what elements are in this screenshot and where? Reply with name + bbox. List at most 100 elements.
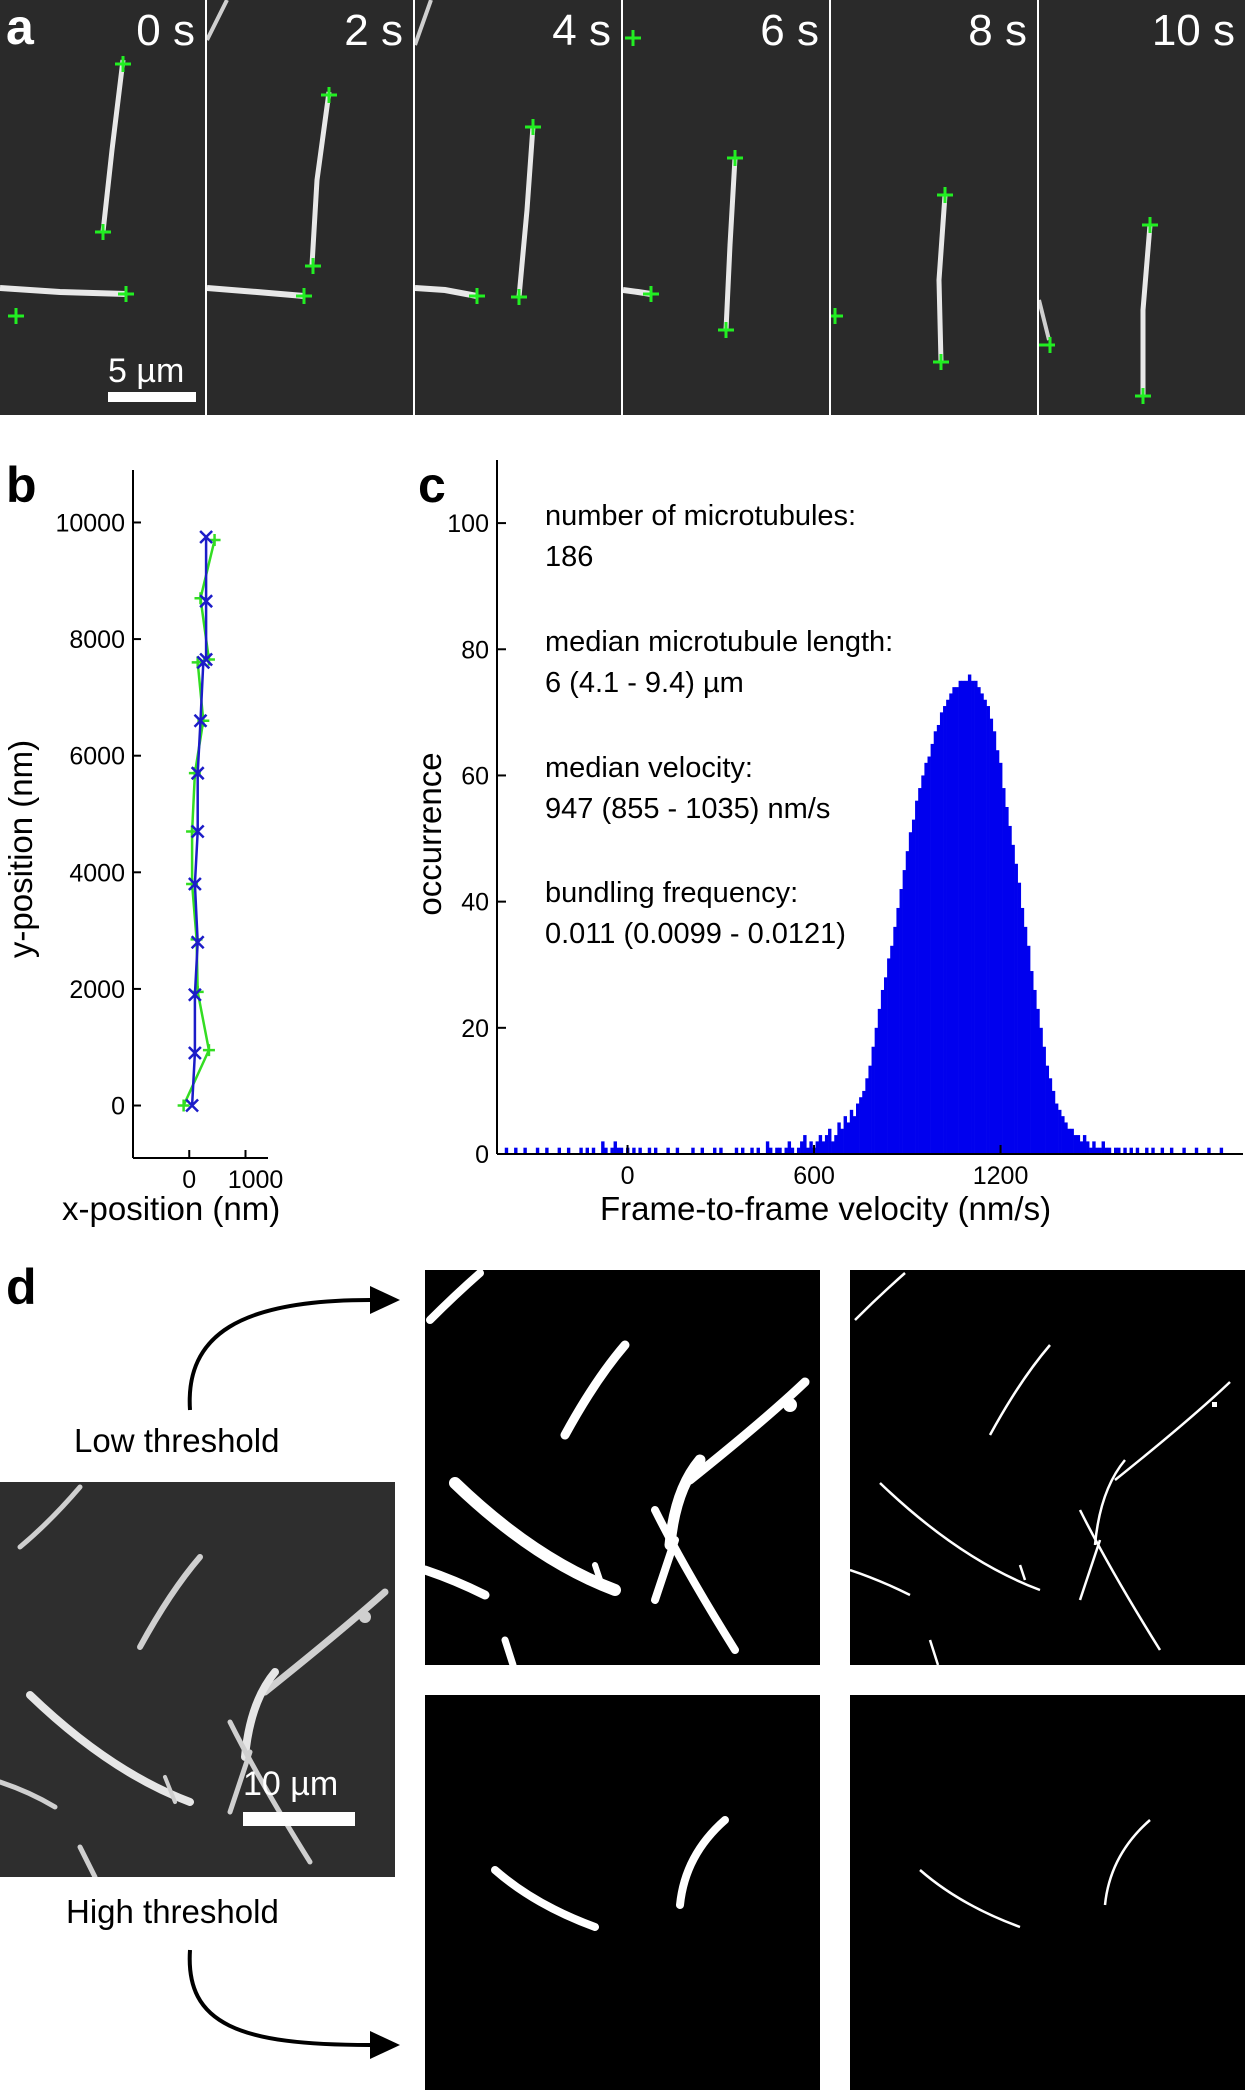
y-tick-label: 6000 — [69, 743, 125, 771]
histogram-bar — [989, 718, 994, 1154]
histogram-bar — [1042, 1046, 1046, 1154]
x-tick-label: 1200 — [973, 1162, 1029, 1190]
histogram-bar — [1194, 1147, 1199, 1154]
histogram-bar — [899, 889, 903, 1154]
histogram-bar — [999, 762, 1003, 1154]
histogram-bar — [619, 1147, 624, 1154]
histogram-bar — [849, 1109, 854, 1154]
stat-bundling-label: bundling frequency: — [545, 877, 799, 909]
histogram-bar — [874, 1027, 879, 1154]
histogram-bar — [868, 1065, 872, 1154]
histogram-bar — [964, 680, 969, 1154]
histogram-bar — [946, 699, 950, 1154]
y-tick-label: 2000 — [69, 976, 125, 1004]
histogram-bar — [1064, 1122, 1068, 1154]
histogram-bar — [943, 706, 947, 1154]
y-tick-label: 60 — [461, 762, 489, 790]
histogram-bar — [734, 1147, 739, 1154]
histogram-bar — [824, 1135, 829, 1154]
histogram-bar — [986, 706, 990, 1154]
x-tick-label: 0 — [182, 1166, 196, 1194]
histogram-bar — [927, 756, 931, 1154]
frame-2s: 2 s — [207, 0, 413, 415]
histogram-bar — [1076, 1135, 1081, 1154]
histogram-bar — [936, 724, 941, 1154]
chart-b-ylabel: y-position (nm) — [2, 739, 39, 959]
trajectory-line-1 — [182, 539, 216, 1107]
histogram-bar — [1098, 1147, 1102, 1154]
histogram-bar — [591, 1147, 596, 1154]
histogram-bar — [865, 1078, 869, 1154]
raw-microtubule-image: 10 µm — [0, 1482, 395, 1877]
histogram-bar — [1129, 1147, 1133, 1154]
histogram-bar — [921, 775, 925, 1154]
histogram-bar — [918, 788, 922, 1154]
histogram-bar — [846, 1122, 851, 1154]
histogram-bar — [778, 1147, 782, 1154]
histogram-bar — [852, 1116, 857, 1154]
scale-bar-label: 5 µm — [108, 352, 185, 390]
histogram-bar — [859, 1097, 863, 1154]
histogram-bar — [995, 750, 1000, 1154]
histogram-bar — [545, 1147, 549, 1154]
stat-length-label: median microtubule length: — [545, 626, 894, 658]
histogram-bar — [616, 1147, 621, 1154]
histogram-bar — [834, 1135, 838, 1154]
frame-time-label: 0 s — [136, 6, 195, 55]
histogram-bar — [980, 693, 984, 1154]
stat-microtubule-count-value: 186 — [545, 541, 594, 573]
microtubule-image — [0, 56, 134, 324]
histogram-bar — [1086, 1141, 1090, 1154]
histogram-bar — [821, 1141, 826, 1154]
histogram-bar — [613, 1141, 617, 1154]
histogram-bar — [1045, 1065, 1050, 1154]
trajectory-point — [185, 1098, 199, 1113]
histogram-bar — [610, 1147, 614, 1154]
histogram-bar — [1182, 1147, 1186, 1154]
histogram-bar — [1219, 1147, 1224, 1154]
microtubule-image — [207, 0, 337, 304]
trajectory-point — [199, 594, 214, 609]
histogram-bar — [961, 680, 966, 1154]
histogram-bar — [784, 1147, 788, 1154]
histogram-bar — [915, 800, 919, 1154]
high-threshold-label: High threshold — [66, 1893, 279, 1930]
histogram-bar — [803, 1135, 807, 1154]
histogram-bar — [1082, 1135, 1087, 1154]
histogram-bar — [856, 1103, 860, 1154]
histogram-bar — [566, 1147, 571, 1154]
histogram-bar — [535, 1147, 540, 1154]
histogram-bar — [1114, 1147, 1118, 1154]
histogram-bar — [796, 1147, 801, 1154]
histogram-bar — [955, 687, 959, 1154]
histogram-bar — [806, 1147, 810, 1154]
histogram-bar — [1169, 1147, 1174, 1154]
high-threshold-skeleton-image — [850, 1695, 1245, 2090]
histogram-bar — [890, 945, 894, 1154]
x-tick-label: 600 — [793, 1162, 835, 1190]
chart-b-xlabel: x-position (nm) — [62, 1190, 281, 1227]
histogram-bar — [1051, 1090, 1056, 1154]
frame-4s: 4 s — [415, 0, 621, 415]
histogram-bar — [1058, 1109, 1062, 1154]
histogram-bar — [1014, 863, 1018, 1154]
trajectory-point — [187, 1046, 202, 1060]
trajectory-point — [177, 1099, 190, 1112]
histogram-bar — [983, 699, 987, 1154]
y-tick-label: 4000 — [69, 859, 125, 887]
histogram-bar — [632, 1147, 636, 1154]
histogram-bar — [504, 1147, 509, 1154]
histogram-bar — [775, 1147, 779, 1154]
histogram-bar — [1089, 1147, 1093, 1154]
y-tick-label: 0 — [111, 1093, 125, 1121]
histogram-bar — [924, 762, 928, 1154]
y-tick-label: 40 — [461, 889, 489, 917]
histogram-bar — [1207, 1147, 1211, 1154]
histogram-bar — [1123, 1147, 1127, 1154]
trajectory-point — [187, 987, 202, 1002]
histogram-bar — [1048, 1078, 1053, 1154]
stat-length-value: 6 (4.1 - 9.4) µm — [545, 667, 744, 699]
trajectory-point — [199, 652, 214, 667]
trajectory-point — [190, 824, 205, 839]
histogram-bar — [896, 907, 900, 1154]
